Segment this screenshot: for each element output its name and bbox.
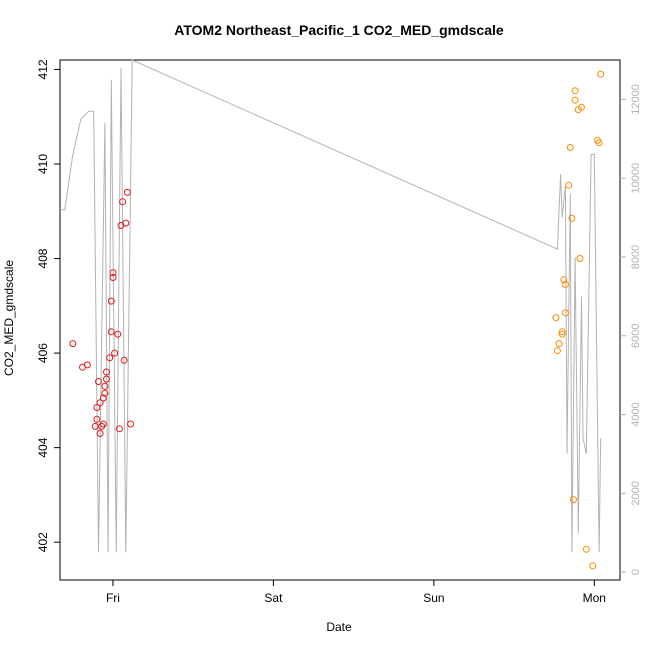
y-tick-label: 404 (36, 437, 50, 457)
y-axis-left: 402 404 406 408 410 412 (36, 59, 60, 552)
data-point (96, 430, 104, 437)
data-point (120, 356, 128, 364)
data-point (565, 181, 573, 189)
data-point (558, 330, 566, 338)
y2-tick-label: 4000 (630, 402, 642, 426)
data-point (552, 314, 560, 322)
chart-title: ATOM2 Northeast_Pacific_1 CO2_MED_gmdsca… (174, 22, 504, 38)
x-tick-label: Mon (583, 591, 606, 605)
data-point (99, 420, 107, 428)
data-point (114, 330, 122, 338)
data-point (553, 347, 561, 355)
data-point (561, 309, 569, 317)
y2-tick-label: 12000 (630, 84, 642, 115)
y2-tick-label: 2000 (630, 481, 642, 505)
y2-tick-label: 6000 (630, 324, 642, 348)
altitude-line-layer (60, 59, 602, 553)
data-point (582, 545, 590, 553)
y-tick-label: 408 (36, 248, 50, 268)
data-point (99, 394, 107, 402)
data-point (570, 496, 577, 504)
data-point (96, 399, 104, 407)
data-point (101, 382, 109, 390)
data-point (109, 274, 117, 281)
x-axis-label: Date (326, 620, 352, 634)
data-point (93, 415, 101, 423)
data-point (107, 297, 115, 305)
data-point (93, 404, 101, 411)
data-point (560, 276, 568, 284)
y-axis-label: CO2_MED_gmdscale (2, 260, 16, 376)
data-point (95, 378, 102, 385)
data-point (578, 103, 585, 111)
data-point (107, 328, 115, 336)
data-point (595, 139, 603, 147)
data-point (597, 70, 605, 78)
data-point (115, 425, 123, 433)
data-point (103, 375, 110, 383)
data-point (561, 281, 569, 288)
data-point (109, 269, 117, 277)
data-point (589, 562, 597, 570)
data-point (571, 96, 579, 104)
y-axis-right: 0 2000 4000 6000 8000 10000 12000 (620, 84, 642, 575)
data-point (558, 328, 566, 336)
data-point (119, 198, 127, 206)
data-point (576, 255, 584, 262)
y-tick-label: 402 (36, 532, 50, 552)
plot-frame (59, 59, 621, 581)
data-point (69, 340, 77, 348)
data-points-layer (69, 70, 605, 570)
data-point (101, 389, 109, 397)
x-tick-label: Sat (264, 591, 283, 605)
data-point (127, 420, 135, 428)
altitude-series-line (60, 59, 602, 553)
y2-tick-label: 8000 (630, 245, 642, 269)
y-tick-label: 406 (36, 343, 50, 363)
data-point (111, 349, 119, 357)
x-tick-label: Sun (423, 591, 444, 605)
data-point (103, 368, 110, 376)
y2-tick-label: 10000 (630, 163, 642, 194)
data-point (566, 144, 574, 151)
x-axis: Fri Sat Sun Mon (106, 580, 606, 605)
data-point (568, 214, 576, 222)
data-point (571, 87, 579, 95)
data-point (122, 219, 130, 227)
data-point (123, 188, 131, 196)
y-tick-label: 410 (36, 154, 50, 174)
data-point (555, 340, 563, 348)
data-point (106, 354, 114, 362)
y-tick-label: 412 (36, 59, 50, 79)
data-point (83, 361, 91, 369)
x-tick-label: Fri (106, 591, 120, 605)
y2-tick-label: 0 (630, 569, 642, 575)
